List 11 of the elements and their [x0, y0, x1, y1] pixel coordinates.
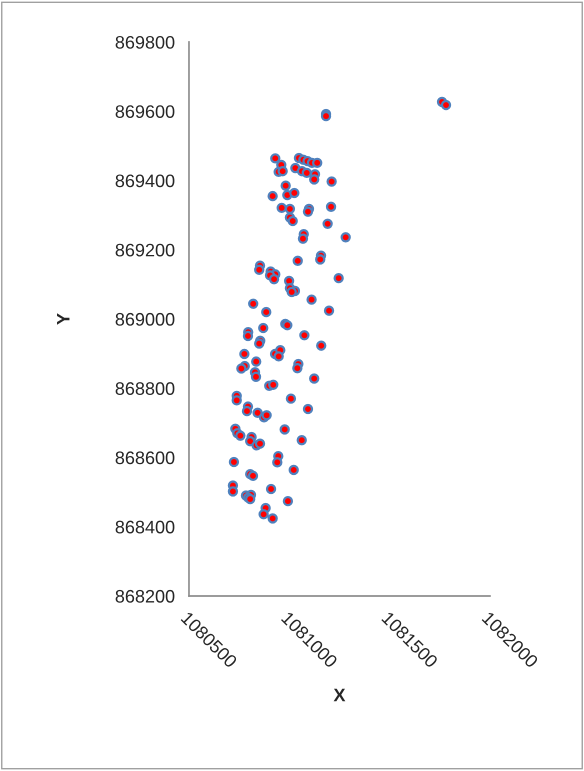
y-tick-label: 868600 [116, 451, 174, 464]
y-axis-title: Y [57, 313, 70, 325]
y-tick-label: 869000 [116, 312, 174, 326]
y-tick-label: 869600 [116, 105, 174, 118]
y-tick-label: 868400 [116, 520, 174, 534]
y-tick-label: 869800 [116, 36, 174, 49]
y-tick-label: 869400 [116, 174, 174, 188]
x-axis-title: X [334, 688, 346, 702]
y-tick-label: 869200 [116, 244, 174, 256]
y-tick-label: 868200 [116, 590, 174, 603]
y-tick-label: 868800 [116, 382, 174, 395]
